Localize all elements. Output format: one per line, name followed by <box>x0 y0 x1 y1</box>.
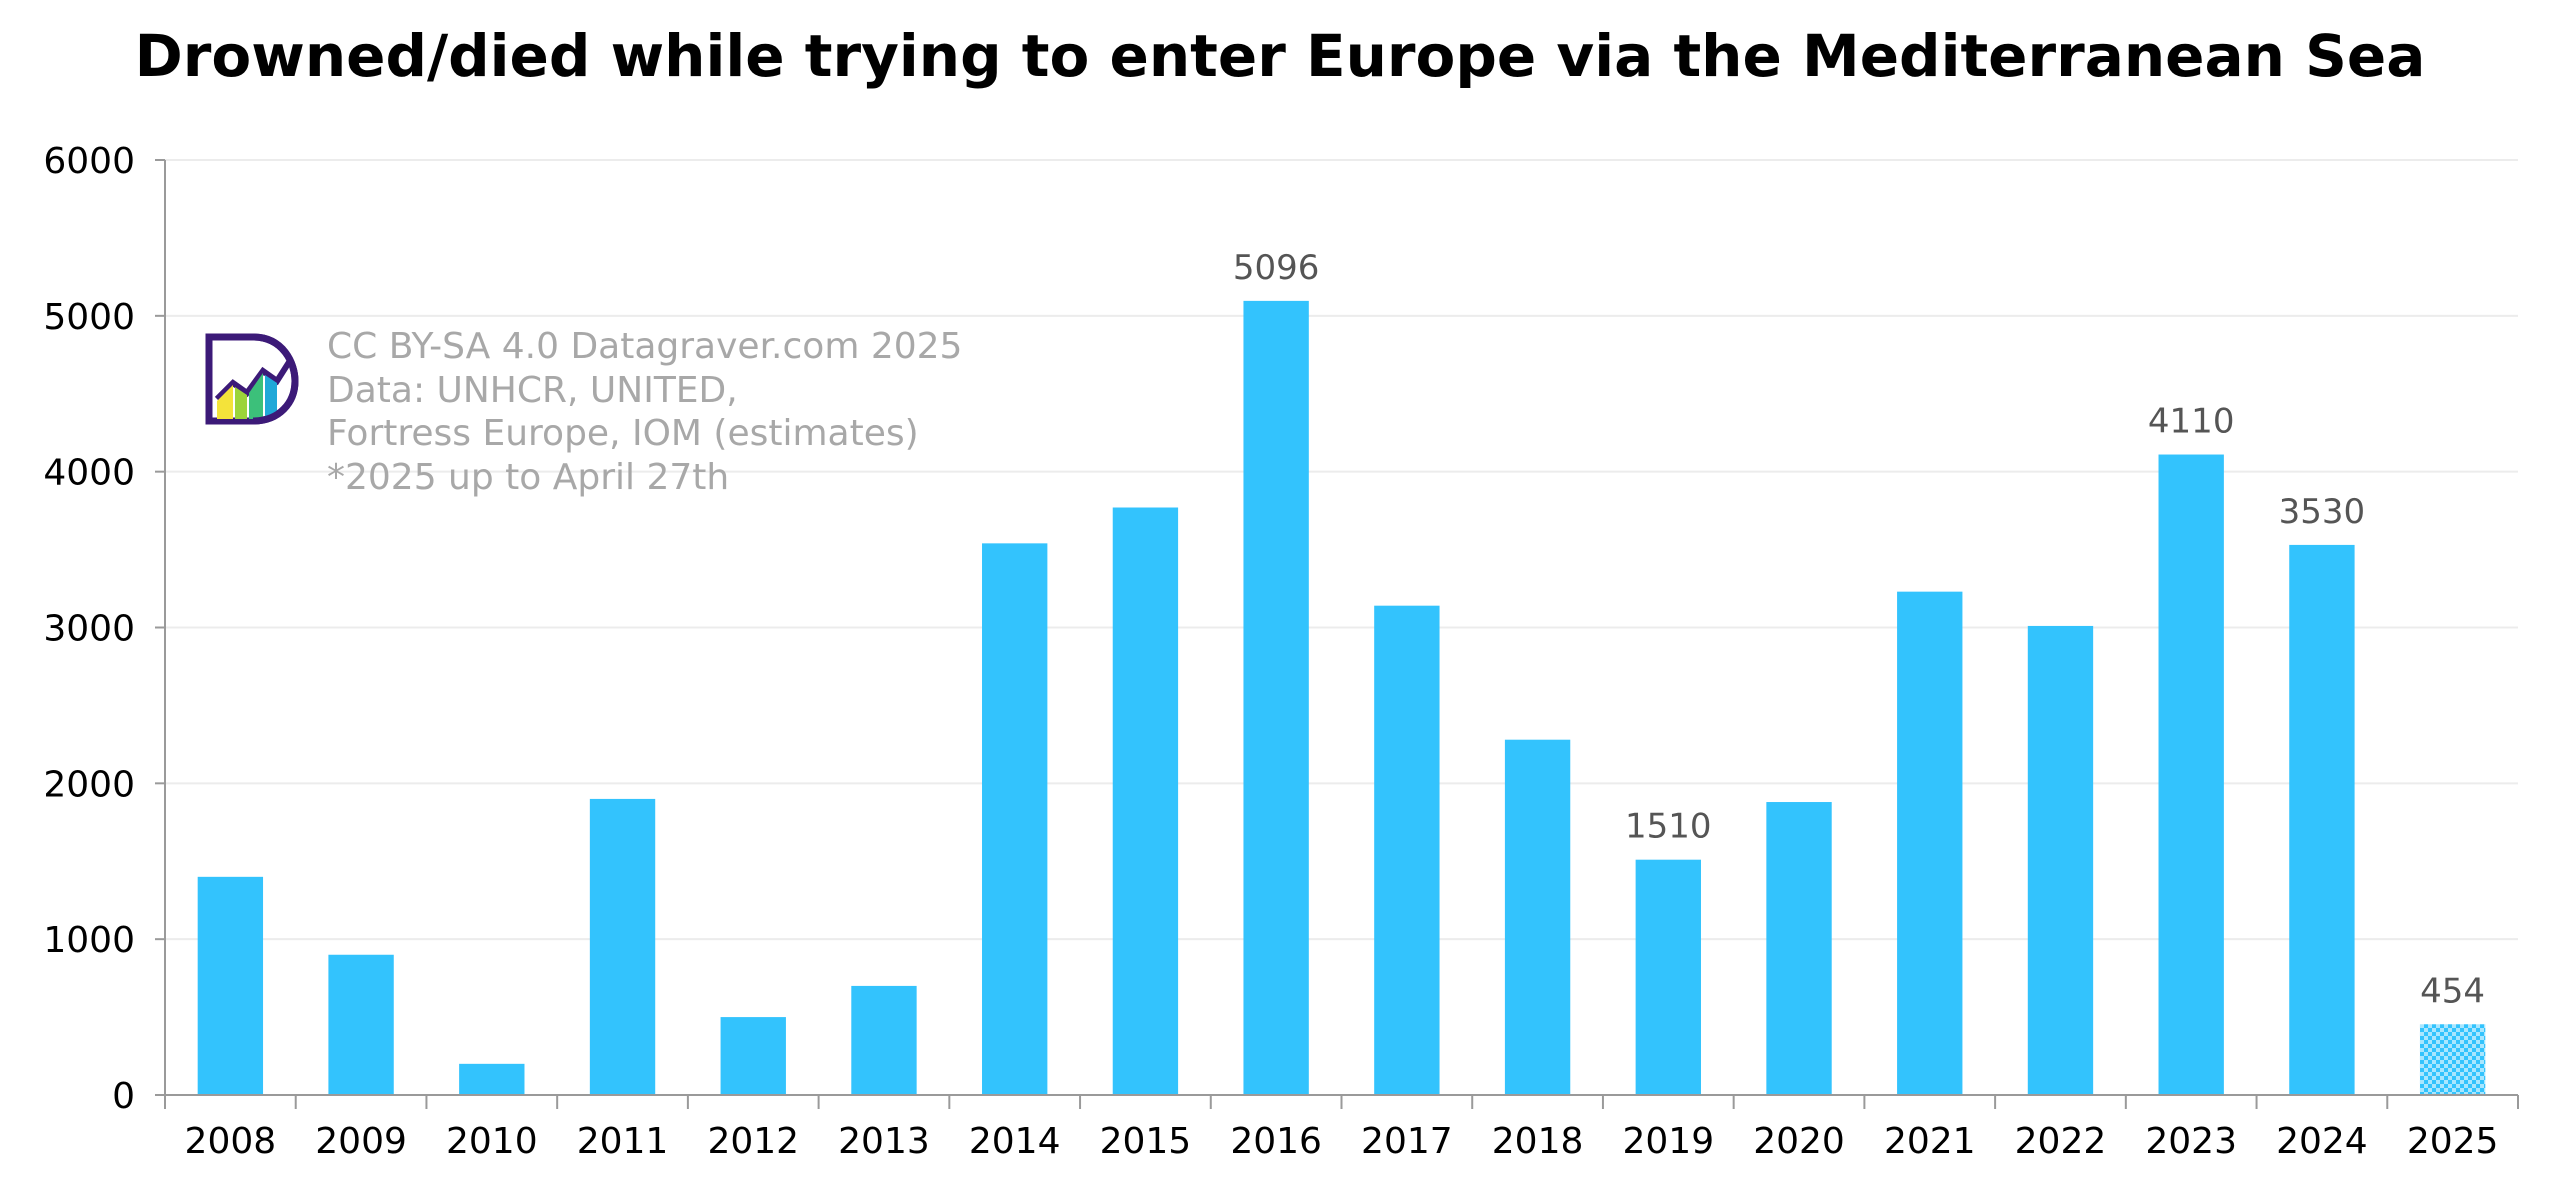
bars <box>197 300 2486 1096</box>
x-tick-label: 2019 <box>1622 1121 1714 1162</box>
x-axis: 2008 2009 2010 2011 2012 2013 2014 2015 2016 2017… <box>164 1094 2519 1162</box>
credit-line-4: *2025 up to April 27th <box>327 457 729 498</box>
bar-2018 <box>1504 739 1571 1095</box>
gridlines <box>165 159 2518 941</box>
y-tick-label: 2000 <box>43 764 135 805</box>
datagraver-logo-icon <box>205 333 299 425</box>
bar-2015 <box>1112 507 1179 1096</box>
bar-2016 <box>1243 300 1309 1096</box>
bar-2009 <box>328 954 394 1095</box>
x-tick-label: 2024 <box>2276 1121 2368 1162</box>
data-label-2024: 3530 <box>2279 492 2366 532</box>
x-tick-label: 2010 <box>446 1121 538 1162</box>
bar-2024 <box>2289 544 2355 1095</box>
y-tick-label: 3000 <box>43 609 135 650</box>
x-tick-label: 2011 <box>577 1121 669 1162</box>
y-tick-label: 0 <box>112 1076 135 1117</box>
y-tick-label: 6000 <box>43 141 135 182</box>
y-tick-label: 1000 <box>43 920 135 961</box>
data-label-2016: 5096 <box>1233 248 1320 288</box>
data-labels: 5096 1510 4110 3530 454 <box>1233 248 2485 1011</box>
credit-line-1: CC BY-SA 4.0 Datagraver.com 2025 <box>327 326 962 367</box>
y-tick-label: 4000 <box>43 453 135 494</box>
x-tick-label: 2015 <box>1100 1121 1192 1162</box>
bar-2025 <box>2419 1024 2486 1095</box>
y-tick-label: 5000 <box>43 297 135 338</box>
credit-line-3: Fortress Europe, IOM (estimates) <box>327 413 919 454</box>
bar-2014 <box>982 543 1048 1095</box>
bar-2020 <box>1766 802 1832 1095</box>
chart-title: Drowned/died while trying to enter Europ… <box>135 22 2426 90</box>
bar-2021 <box>1897 591 1963 1095</box>
x-tick-label: 2013 <box>838 1121 930 1162</box>
bar-2011 <box>589 798 656 1095</box>
credit-line-2: Data: UNHCR, UNITED, <box>327 370 738 411</box>
x-tick-label: 2014 <box>969 1121 1061 1162</box>
bar-2008 <box>197 876 264 1095</box>
data-label-2025: 454 <box>2420 971 2485 1011</box>
x-tick-label: 2023 <box>2145 1121 2237 1162</box>
x-tick-label: 2025 <box>2407 1121 2499 1162</box>
bar-2017 <box>1374 605 1440 1095</box>
x-tick-label: 2009 <box>315 1121 407 1162</box>
y-axis: 0 1000 2000 3000 4000 5000 6000 <box>43 141 166 1117</box>
data-label-2023: 4110 <box>2148 402 2235 442</box>
bar-2022 <box>2027 625 2094 1095</box>
x-tick-label: 2008 <box>185 1121 277 1162</box>
bar-2010 <box>459 1063 525 1095</box>
x-tick-label: 2012 <box>707 1121 799 1162</box>
data-label-2019: 1510 <box>1625 807 1712 847</box>
x-tick-label: 2020 <box>1753 1121 1845 1162</box>
bar-2019 <box>1635 859 1701 1095</box>
bar-2013 <box>851 985 917 1095</box>
x-tick-label: 2022 <box>2015 1121 2107 1162</box>
x-tick-label: 2017 <box>1361 1121 1453 1162</box>
bar-2012 <box>720 1017 786 1095</box>
x-tick-label: 2021 <box>1884 1121 1976 1162</box>
x-tick-label: 2016 <box>1230 1121 1322 1162</box>
bar-2023 <box>2158 454 2224 1095</box>
credit-text: CC BY-SA 4.0 Datagraver.com 2025 Data: U… <box>327 326 962 498</box>
x-tick-label: 2018 <box>1492 1121 1584 1162</box>
